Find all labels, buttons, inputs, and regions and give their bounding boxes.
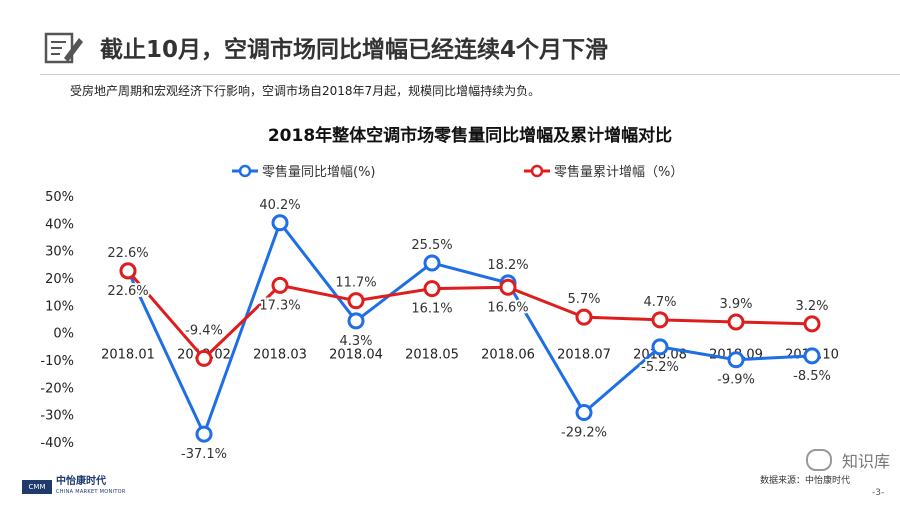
data-point-2	[271, 276, 289, 294]
wechat-icon	[806, 449, 832, 471]
data-label-2: 22.6%	[107, 246, 148, 261]
edit-note-icon	[44, 32, 83, 64]
y-tick-label: 10%	[45, 299, 74, 314]
series-line-1	[126, 221, 813, 436]
data-label-2: 3.2%	[795, 299, 828, 314]
data-label-1: -5.2%	[641, 360, 679, 375]
data-label-2: 11.7%	[335, 276, 376, 291]
wechat-label: 知识库	[842, 452, 891, 471]
data-label-1: -37.1%	[181, 447, 227, 462]
y-tick-label: -40%	[40, 436, 74, 451]
legend-label-2: 零售量累计增幅（%）	[554, 164, 683, 180]
data-point-2	[423, 280, 441, 298]
data-label-2: 16.1%	[411, 302, 452, 317]
y-tick-label: -10%	[40, 354, 74, 369]
data-label-1: -9.9%	[717, 373, 755, 388]
data-point-2	[575, 308, 593, 326]
logo-text: 中怡康时代	[56, 476, 106, 487]
data-label-1: 4.3%	[339, 334, 372, 349]
legend-label-1: 零售量同比增幅(%)	[262, 164, 376, 180]
data-point-2	[803, 315, 821, 333]
y-axis: 50% 40% 30% 20% 10% 0% -10% -20% -30% -40%	[40, 190, 74, 451]
footer-logo: CMM 中怡康时代 CHINA MARKET MONITOR	[22, 476, 126, 496]
y-tick-label: 20%	[45, 272, 74, 287]
y-tick-label: 50%	[45, 190, 74, 205]
y-tick-label: 0%	[53, 327, 74, 342]
data-label-1: -8.5%	[793, 369, 831, 384]
x-tick-label: 2018.03	[253, 348, 307, 363]
y-tick-label: -20%	[40, 381, 74, 396]
chart-legend: 零售量同比增幅(%) 零售量累计增幅（%）	[232, 164, 683, 180]
data-point-1	[271, 214, 289, 232]
data-label-2: 3.9%	[719, 297, 752, 312]
data-point-2	[119, 262, 137, 280]
y-tick-label: 30%	[45, 245, 74, 260]
data-point-1	[575, 403, 593, 421]
data-point-2	[727, 313, 745, 331]
data-label-2: 17.3%	[259, 298, 300, 313]
legend-marker-2	[530, 164, 544, 178]
legend-marker-1	[238, 164, 252, 178]
x-tick-label: 2018.06	[481, 348, 535, 363]
page-subtitle: 受房地产周期和宏观经济下行影响，空调市场自2018年7月起，规模同比增幅持续为负…	[70, 84, 541, 98]
data-label-2: 5.7%	[567, 292, 600, 307]
data-point-1	[195, 425, 213, 443]
page-number: -3-	[872, 488, 885, 498]
data-label-1: -29.2%	[561, 425, 607, 440]
data-label-2: 16.6%	[487, 300, 528, 315]
data-point-2	[499, 278, 517, 296]
data-source: 数据来源：中怡康时代	[760, 476, 851, 486]
data-label-2: -9.4%	[185, 323, 223, 338]
series-line-2	[126, 269, 813, 360]
logo-mark: CMM	[22, 480, 52, 494]
x-tick-label: 2018.07	[557, 348, 611, 363]
x-tick-label: 2018.05	[405, 348, 459, 363]
y-tick-label: -30%	[40, 409, 74, 424]
data-point-1	[803, 347, 821, 365]
chart-series: 22.6% 22.6% -37.1% -9.4% 40.2% 17.3% 4.3% 11.7%…	[105, 196, 833, 464]
data-point-2	[195, 349, 213, 367]
data-point-2	[347, 292, 365, 310]
x-tick-label: 2018.04	[329, 348, 383, 363]
logo-subtext: CHINA MARKET MONITOR	[56, 489, 126, 495]
data-label-1: 18.2%	[487, 258, 528, 273]
wechat-watermark: 知识库	[806, 448, 890, 472]
data-label-2: 4.7%	[643, 295, 676, 310]
x-tick-label: 2018.01	[101, 348, 155, 363]
data-point-1	[423, 254, 441, 272]
data-point-2	[651, 311, 669, 329]
page-title: 截止10月，空调市场同比增幅已经连续4个月下滑	[100, 37, 609, 63]
data-point-1	[727, 351, 745, 369]
chart-title: 2018年整体空调市场零售量同比增幅及累计增幅对比	[268, 125, 672, 146]
title-divider	[40, 74, 900, 75]
data-point-1	[651, 338, 669, 356]
data-label-1: 25.5%	[411, 238, 452, 253]
data-label-1: 40.2%	[259, 198, 300, 213]
data-label-1: 22.6%	[107, 284, 148, 299]
data-point-1	[347, 312, 365, 330]
y-tick-label: 40%	[45, 217, 74, 232]
